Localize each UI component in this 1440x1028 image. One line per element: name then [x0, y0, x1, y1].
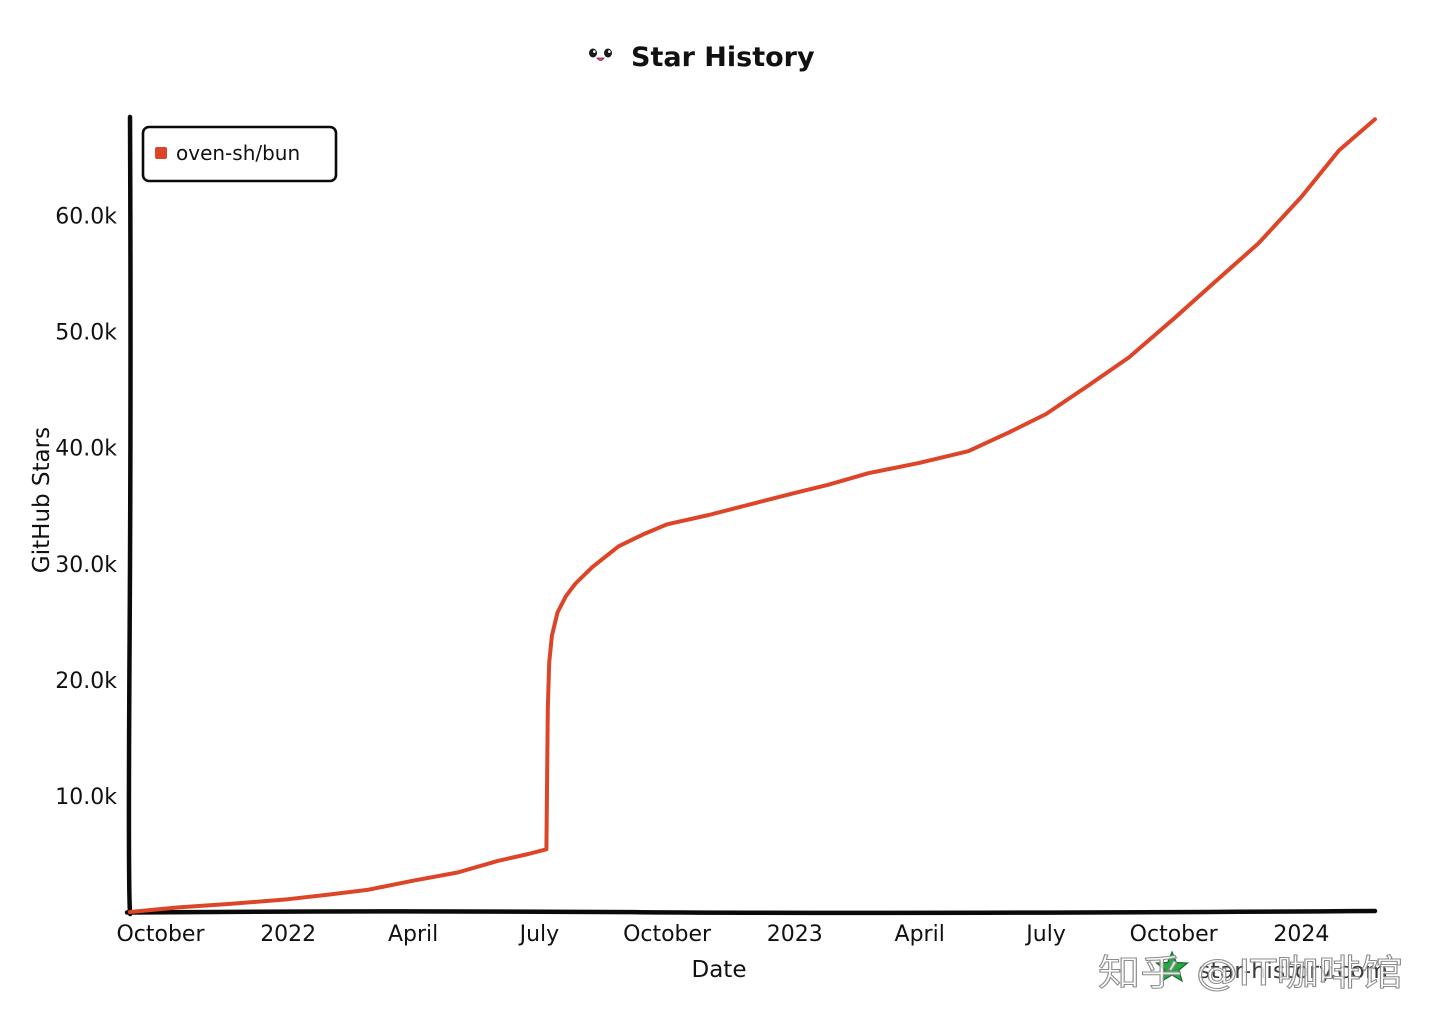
legend-swatch [155, 147, 167, 159]
y-tick-label: 30.0k [55, 553, 117, 578]
x-tick-labels: October 2022 April July October 2023 April July… [116, 922, 1329, 947]
x-tick-label: October [1130, 922, 1219, 947]
x-tick-label: October [116, 922, 205, 947]
star-history-logo-icon [1154, 950, 1190, 983]
y-axis-label: GitHub Stars [29, 427, 55, 573]
x-axis-label: Date [692, 957, 747, 983]
face-icon [589, 48, 612, 61]
x-tick-label: 2022 [260, 922, 316, 947]
series-layer [128, 117, 1377, 914]
y-tick-label: 60.0k [55, 205, 117, 230]
y-tick-label: 40.0k [55, 437, 117, 462]
branding: star-history.com [1154, 950, 1388, 984]
chart-header: Star History [589, 42, 815, 73]
y-tick-label: 20.0k [55, 669, 117, 694]
x-axis-line [124, 908, 1378, 916]
x-tick-label: 2024 [1273, 922, 1329, 947]
x-tick-label: 2023 [767, 922, 823, 947]
y-tick-label: 50.0k [55, 321, 117, 346]
x-tick-label: April [895, 922, 945, 947]
x-tick-label: July [1024, 922, 1066, 947]
chart-title: Star History [631, 42, 815, 73]
x-tick-label: October [623, 922, 712, 947]
watermark: 知乎 @IT咖啡馆 [1098, 953, 1403, 994]
series-line [128, 117, 1377, 914]
x-tick-label: April [388, 922, 438, 947]
y-tick-label: 10.0k [55, 785, 117, 810]
x-tick-label: July [518, 922, 560, 947]
legend: oven-sh/bun [141, 125, 338, 183]
legend-label: oven-sh/bun [176, 141, 300, 165]
legend-box [141, 125, 338, 183]
y-axis-line [126, 114, 133, 917]
y-tick-labels: 10.0k 20.0k 30.0k 40.0k 50.0k 60.0k [55, 205, 117, 810]
site-credit: star-history.com [1198, 959, 1388, 984]
